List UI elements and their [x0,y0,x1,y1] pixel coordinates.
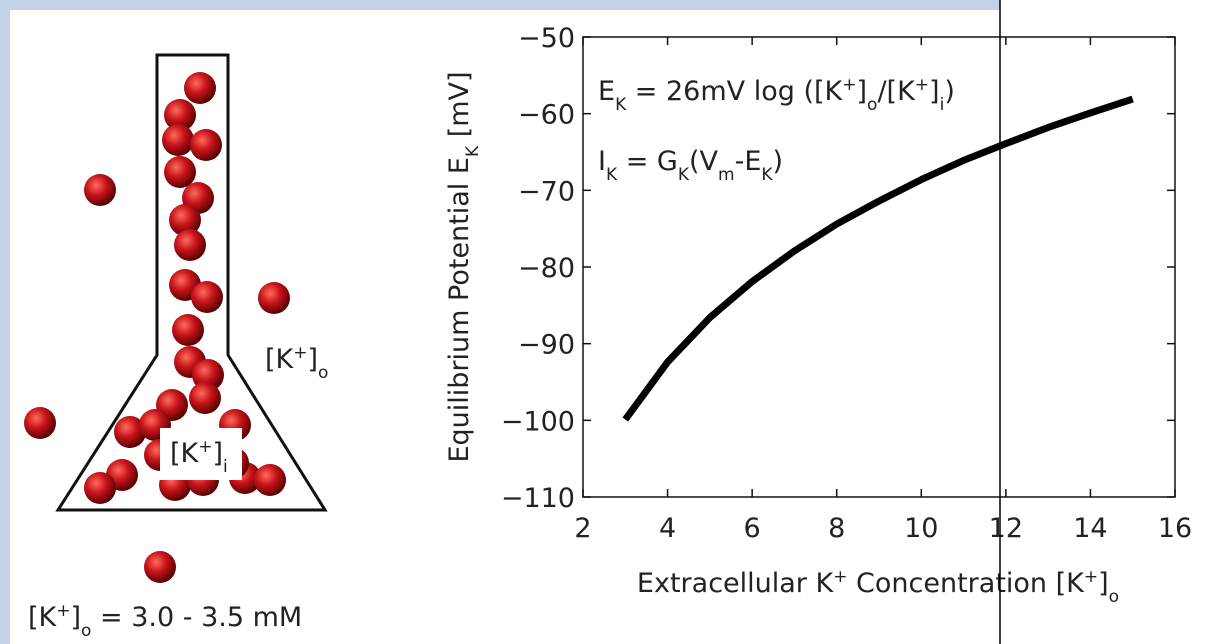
x-tick-label: 10 [904,513,938,544]
x-tick-label: 4 [659,513,676,544]
label-box [160,428,242,480]
ion [191,281,223,313]
ion [254,464,286,496]
y-tick-label: −70 [518,176,575,207]
concentration-label: [K+]o = 3.0 - 3.5 mM [28,601,302,641]
y-tick-label: −50 [518,23,575,54]
y-tick-label: −90 [518,330,575,361]
y-tick-label: −60 [518,100,575,131]
x-tick-label: 6 [744,513,761,544]
x-axis-label: Extracellular K+ Concentration [K+]o [637,567,1119,607]
x-tick-label: 8 [828,513,845,544]
x-tick-label: 2 [574,513,591,544]
ion [189,382,221,414]
ion [169,204,201,236]
ion [164,156,196,188]
ion [258,282,290,314]
ion [184,72,216,104]
ion [174,229,206,261]
ion [84,174,116,206]
plot: 2 4 6 8 10 12 14 16 −110 −100 −90 −80 −70 −60 −50 [501,23,1192,544]
ion [144,551,176,583]
outside-label: [K+]o [265,343,328,383]
y-tick-label: −110 [501,483,575,514]
equation-ik: IK = GK(Vm-EK) [598,146,783,185]
ion [164,99,196,131]
data-line [622,95,1134,422]
x-tick-label: 12 [989,513,1023,544]
ion [162,124,194,156]
x-tick-label: 16 [1158,513,1192,544]
equation-ek: EK = 26mV log ([K+]o/[K+]i) [598,75,955,115]
inside-label: [K+]i [170,437,228,477]
frame-top [0,0,1000,10]
ion [84,472,116,504]
y-axis-label: Equilibrium Potential EK [mV] [444,71,483,462]
frame-left [0,0,10,644]
y-tick-label: −100 [501,406,575,437]
x-tick-label: 14 [1073,513,1107,544]
ion [114,416,146,448]
ion [190,129,222,161]
y-tick-label: −80 [518,253,575,284]
ion [24,407,56,439]
ion [172,314,204,346]
